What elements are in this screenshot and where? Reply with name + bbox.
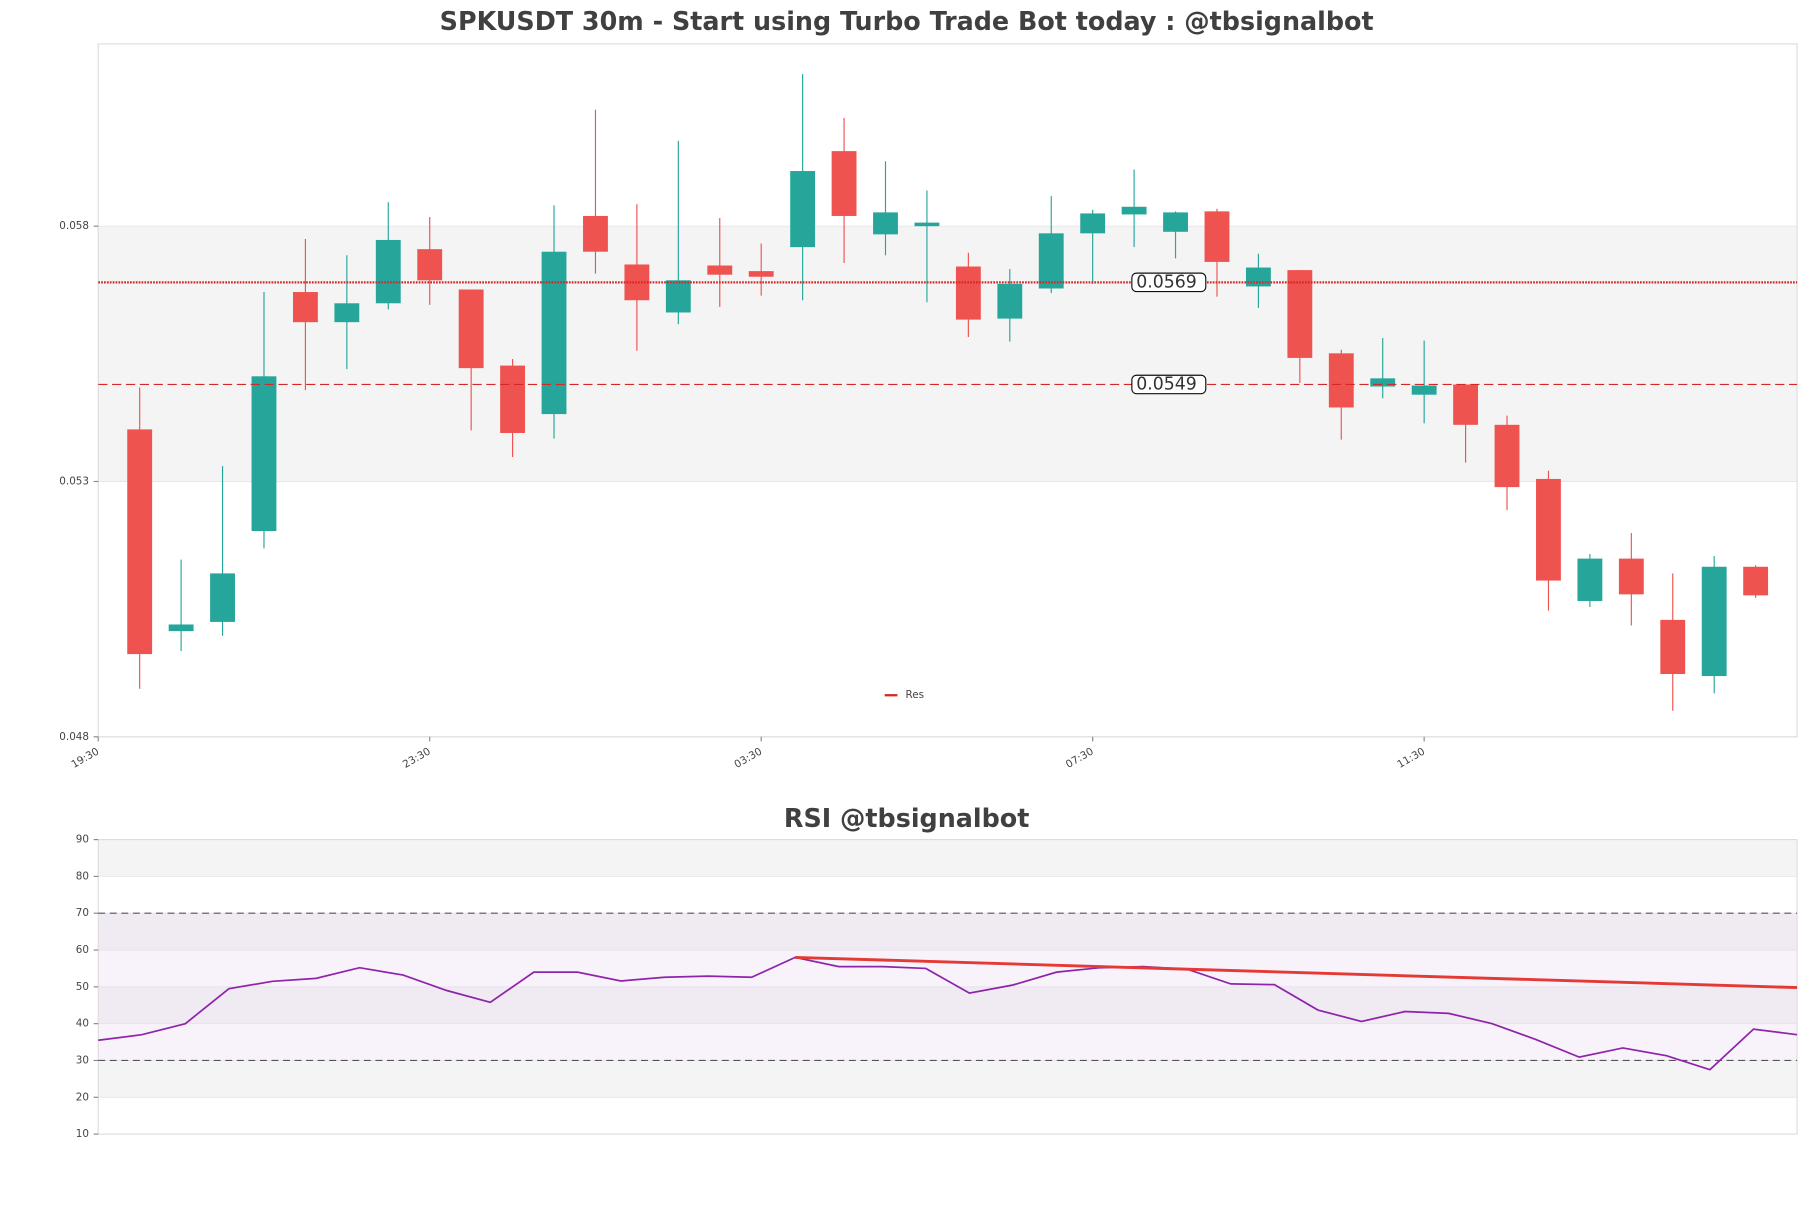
candle-body xyxy=(1701,566,1727,677)
x-tick-label: 19:30 xyxy=(69,745,101,770)
candle-body xyxy=(1411,385,1437,395)
candle-body xyxy=(873,212,898,235)
y-tick-label: 50 xyxy=(76,981,89,993)
candle-body xyxy=(1536,478,1561,581)
candle-body xyxy=(1370,378,1396,387)
chart-title: SPKUSDT 30m - Start using Turbo Trade Bo… xyxy=(440,6,1374,36)
candle-body xyxy=(127,429,153,655)
candle-body xyxy=(1660,619,1686,675)
grid-band xyxy=(98,1060,1798,1098)
candle-body xyxy=(1577,558,1603,601)
y-tick-label: 0.048 xyxy=(59,731,89,743)
candle-body xyxy=(292,292,318,323)
candle-body xyxy=(1080,213,1106,234)
y-tick-label: 20 xyxy=(76,1091,89,1103)
grid-band xyxy=(98,986,1798,1024)
candle-body xyxy=(1287,270,1313,358)
x-tick-label: 11:30 xyxy=(1395,745,1427,770)
resistance-label: 0.0549 xyxy=(1136,374,1197,394)
rsi-title: RSI @tbsignalbot xyxy=(784,803,1030,833)
grid-band xyxy=(98,226,1798,482)
x-tick-label: 03:30 xyxy=(732,745,764,770)
candle-body xyxy=(1494,424,1520,488)
candle-body xyxy=(251,376,277,532)
candle-body xyxy=(458,289,484,369)
resistance-label: 0.0569 xyxy=(1136,272,1197,292)
candle-body xyxy=(665,280,691,313)
candle-body xyxy=(1163,212,1188,232)
candle-body xyxy=(748,271,774,277)
legend-label: Res xyxy=(906,689,925,701)
candle-body xyxy=(1743,566,1769,596)
candle-body xyxy=(831,151,857,216)
y-tick-label: 30 xyxy=(76,1054,89,1066)
y-tick-label: 90 xyxy=(76,834,89,846)
y-tick-label: 0.053 xyxy=(59,475,89,487)
candle-body xyxy=(1121,206,1147,215)
x-tick-label: 07:30 xyxy=(1064,745,1096,770)
resistance-label-box xyxy=(1131,272,1207,293)
candle-body xyxy=(1453,384,1479,425)
candle-body xyxy=(1618,558,1644,595)
y-tick-label: 70 xyxy=(76,907,89,919)
candle-body xyxy=(500,365,526,433)
candle-body xyxy=(541,251,567,415)
candle-body xyxy=(417,249,443,281)
resistance-label-box xyxy=(1131,374,1207,395)
y-tick-label: 10 xyxy=(76,1128,89,1140)
x-tick-label: 23:30 xyxy=(401,745,433,770)
y-tick-label: 0.058 xyxy=(59,220,89,232)
rsi-zone xyxy=(98,913,1798,1061)
candle-body xyxy=(583,215,608,252)
plot-frame xyxy=(97,43,1798,738)
candle-body xyxy=(914,222,940,227)
candle-body xyxy=(1204,211,1230,262)
candle-body xyxy=(334,303,360,323)
trend-line xyxy=(795,955,1798,990)
grid-band xyxy=(98,913,1798,951)
candle-body xyxy=(955,266,981,320)
candle-body xyxy=(1328,353,1354,408)
candle-body xyxy=(375,239,401,304)
y-tick-label: 60 xyxy=(76,944,89,956)
candle-body xyxy=(1038,233,1064,289)
grid-band xyxy=(98,839,1798,877)
candle-body xyxy=(790,171,816,248)
candle-body xyxy=(1245,267,1271,287)
y-tick-label: 80 xyxy=(76,870,89,882)
candle-body xyxy=(168,624,194,632)
candle-body xyxy=(707,265,733,275)
candle-body xyxy=(210,573,235,622)
candle-body xyxy=(997,283,1023,319)
y-tick-label: 40 xyxy=(76,1018,89,1030)
rsi-line xyxy=(98,956,1798,1071)
